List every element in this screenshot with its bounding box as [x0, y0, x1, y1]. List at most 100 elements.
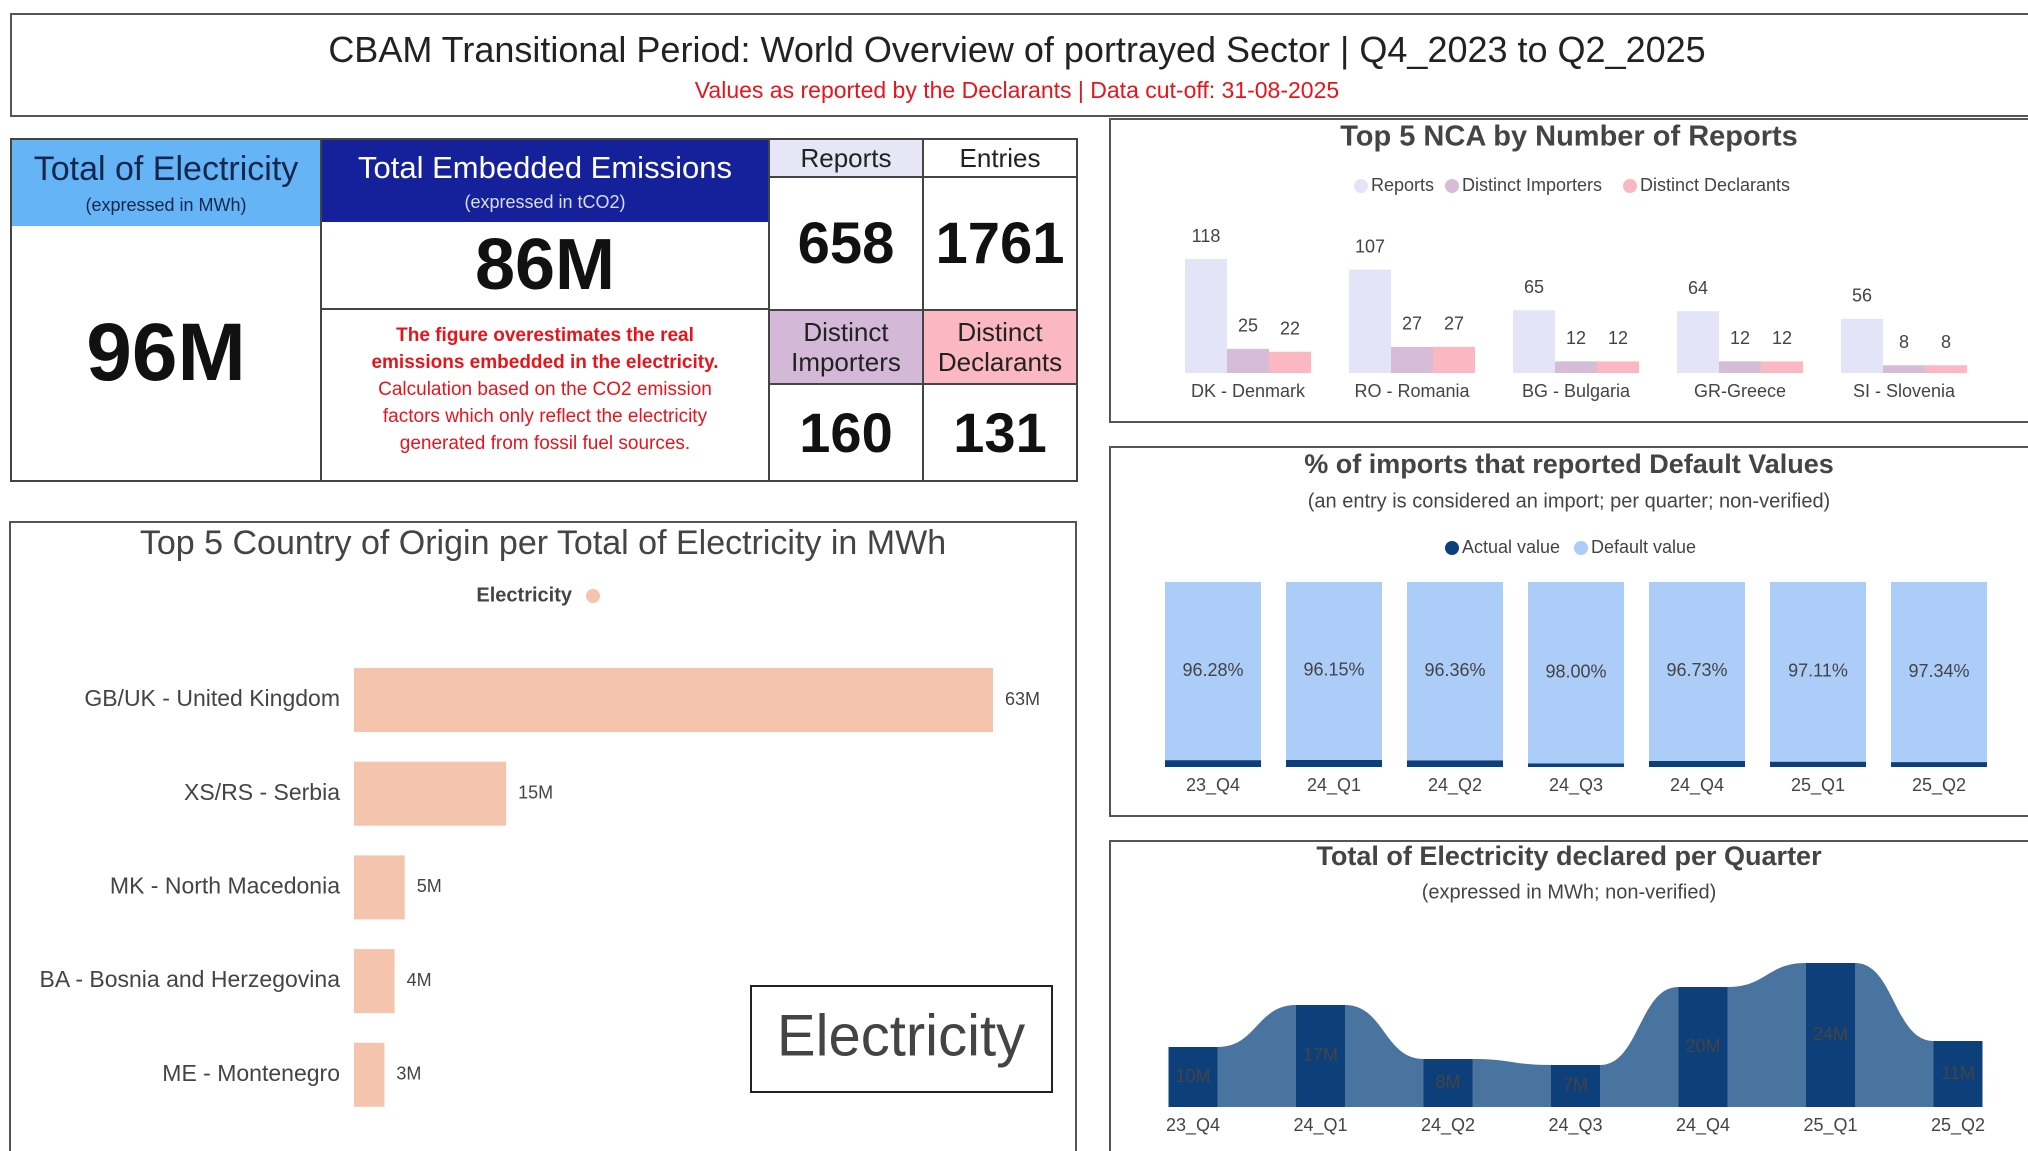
x-tick-label: 24_Q4	[1670, 775, 1724, 796]
kpi-note-bold: The figure overestimates the real emissi…	[371, 325, 719, 373]
data-label: 107	[1355, 236, 1385, 256]
data-label: 27	[1444, 314, 1464, 334]
kpi-value: 160	[799, 401, 893, 464]
kpi-value: 96M	[86, 307, 246, 398]
bar	[1296, 1005, 1345, 1107]
x-tick-label: 24_Q2	[1428, 775, 1482, 796]
y-tick-label: MK - North Macedonia	[110, 872, 340, 898]
bar-segment	[1649, 760, 1745, 767]
bar	[1513, 310, 1555, 373]
header-subtitle: Values as reported by the Declarants | D…	[694, 77, 1340, 103]
data-label: 8M	[1435, 1072, 1460, 1092]
data-label: 56	[1852, 286, 1872, 306]
bar-segment	[1528, 582, 1624, 764]
bar	[1551, 1065, 1600, 1107]
kpi-unit: (expressed in tCO2)	[464, 191, 626, 212]
data-label: 63M	[1005, 689, 1040, 709]
x-tick-label: 24_Q1	[1307, 775, 1361, 796]
data-label: 97.11%	[1788, 661, 1848, 681]
kpi-label: Distinct Declarants	[924, 311, 1076, 385]
bar	[1719, 361, 1761, 373]
data-label: 98.00%	[1545, 661, 1606, 681]
data-label: 11M	[1941, 1063, 1975, 1083]
kpi-label: Reports	[770, 140, 922, 178]
y-tick-label: XS/RS - Serbia	[184, 779, 340, 805]
kpi-emissions: Total Embedded Emissions (expressed in t…	[320, 138, 770, 482]
kpi-importers: Distinct Importers 160	[768, 309, 924, 482]
data-label: 3M	[396, 1064, 421, 1084]
data-label: 5M	[417, 876, 442, 896]
kpi-note-text: Calculation based on the CO2 emission fa…	[378, 379, 712, 454]
data-label: 12	[1730, 328, 1750, 348]
data-label: 4M	[407, 970, 432, 990]
bar-segment	[1770, 582, 1866, 762]
bar	[1423, 1059, 1473, 1107]
data-label: 118	[1192, 226, 1221, 246]
bar	[1841, 318, 1883, 373]
kpi-value: 658	[797, 211, 895, 276]
bar	[1597, 361, 1639, 373]
bar	[354, 1042, 385, 1107]
data-label: 97.34%	[1908, 661, 1969, 681]
legend-label: Distinct Declarants	[1640, 175, 1790, 195]
header: CBAM Transitional Period: World Overview…	[10, 13, 2028, 117]
data-label: 15M	[518, 782, 553, 802]
kpi-unit: (expressed in MWh)	[85, 195, 247, 215]
badge-box	[750, 985, 1053, 1093]
bar-segment	[1891, 582, 1987, 763]
x-tick-label: GR-Greece	[1694, 381, 1786, 401]
kpi-value: 131	[953, 401, 1047, 464]
kpi-electricity: Total of Electricity (expressed in MWh) …	[10, 138, 322, 482]
kpi-title: Total Embedded Emissions	[358, 149, 732, 185]
data-label: 8	[1899, 332, 1909, 352]
data-label: 25	[1238, 316, 1258, 336]
bar	[1168, 1047, 1218, 1107]
bar-segment	[1528, 763, 1624, 767]
kpi-value: 1761	[935, 211, 1065, 276]
bar-segment	[1286, 582, 1382, 760]
x-tick-label: 24_Q3	[1549, 775, 1603, 796]
data-label: 27	[1402, 314, 1422, 334]
bar-segment	[1286, 759, 1382, 767]
kpi-label: Distinct Importers	[770, 311, 922, 385]
kpi-header: Total of Electricity (expressed in MWh)	[12, 140, 320, 226]
kpi-title: Total of Electricity	[33, 150, 299, 188]
bar-segment	[1407, 760, 1503, 767]
x-tick-label: 25_Q1	[1803, 1115, 1857, 1136]
bar	[1933, 1041, 1983, 1107]
legend-swatch	[1574, 541, 1588, 555]
chart-title: Top 5 NCA by Number of Reports	[1340, 121, 1798, 153]
data-label: 22	[1280, 318, 1300, 338]
chart-title: Top 5 Country of Origin per Total of Ele…	[140, 524, 946, 562]
x-tick-label: 25_Q2	[1912, 775, 1966, 796]
bar	[1555, 361, 1597, 373]
kpi-label: Entries	[924, 140, 1076, 178]
bar	[1925, 365, 1967, 373]
legend-label: Distinct Importers	[1462, 175, 1602, 195]
x-tick-label: 24_Q3	[1548, 1115, 1602, 1136]
bar	[1433, 346, 1475, 373]
x-tick-label: 24_Q2	[1421, 1115, 1475, 1136]
data-label: 8	[1941, 332, 1951, 352]
bar-segment	[1891, 762, 1987, 767]
bar	[1677, 311, 1719, 373]
data-label: 12	[1608, 328, 1628, 348]
kpi-reports: Reports 658	[768, 138, 924, 311]
kpi-entries: Entries 1761	[922, 138, 1078, 311]
header-title: CBAM Transitional Period: World Overview…	[328, 29, 1706, 70]
bar-segment	[1165, 582, 1261, 761]
x-tick-label: 23_Q4	[1186, 775, 1240, 796]
data-label: 24M	[1813, 1024, 1848, 1044]
legend-swatch	[1623, 179, 1637, 193]
x-tick-label: RO - Romania	[1354, 381, 1470, 401]
chart-subtitle: (expressed in MWh; non-verified)	[1422, 881, 1717, 903]
legend-label: Electricity	[476, 584, 572, 606]
kpi-declarants: Distinct Declarants 131	[922, 309, 1078, 482]
bar	[1227, 348, 1269, 373]
legend-swatch	[1445, 541, 1459, 555]
data-label: 96.36%	[1424, 660, 1485, 680]
x-tick-label: 24_Q1	[1293, 1115, 1347, 1136]
badge-text: Electricity	[777, 1003, 1025, 1068]
bar-segment	[1649, 582, 1745, 761]
